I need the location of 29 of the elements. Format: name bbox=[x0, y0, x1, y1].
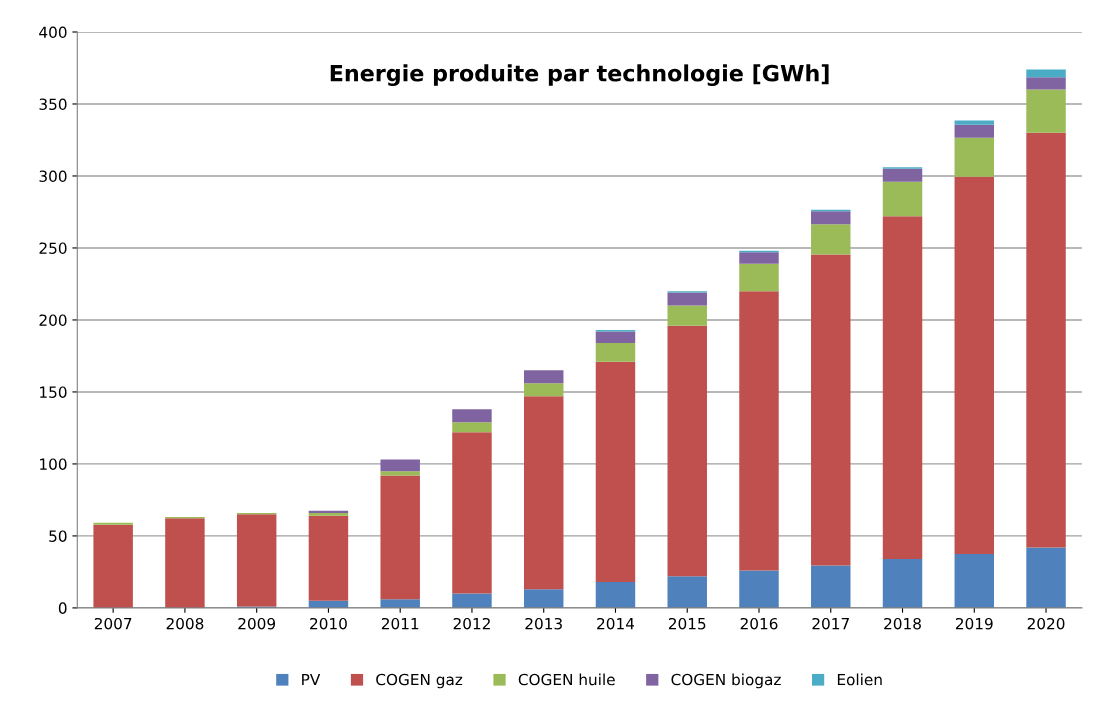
x-tick-label: 2018 bbox=[884, 617, 921, 630]
y-tick-label: 400 bbox=[39, 26, 67, 39]
x-tick-label: 2014 bbox=[597, 617, 635, 630]
legend-label: COGEN gaz bbox=[376, 673, 463, 689]
y-tick-label: 200 bbox=[39, 314, 67, 326]
x-tick-label: 2015 bbox=[668, 617, 706, 630]
legend-label: COGEN biogaz bbox=[671, 673, 781, 689]
legend-label: Eolien bbox=[837, 673, 882, 686]
text: Energie produite par technologie [GWh] bbox=[330, 64, 829, 87]
x-tick-label: 2009 bbox=[238, 617, 276, 630]
x-tick-label: 2011 bbox=[381, 617, 419, 630]
legend-label: COGEN huile bbox=[518, 673, 615, 686]
x-tick-label: 2019 bbox=[955, 617, 993, 630]
y-tick-label: 150 bbox=[40, 386, 67, 398]
y-tick-label: 100 bbox=[40, 458, 67, 470]
x-tick-label: 2012 bbox=[453, 617, 490, 630]
x-tick-label: 2010 bbox=[310, 617, 347, 630]
y-tick-label: 300 bbox=[39, 170, 67, 182]
legend-label: PV bbox=[302, 673, 321, 686]
y-tick-label: 350 bbox=[39, 98, 67, 111]
x-tick-label: 2013 bbox=[525, 617, 562, 630]
y-tick-label: 50 bbox=[49, 530, 67, 542]
y-tick-label: 250 bbox=[39, 242, 67, 254]
x-tick-label: 2020 bbox=[1027, 617, 1065, 630]
x-tick-label: 2017 bbox=[812, 617, 849, 630]
x-tick-label: 2007 bbox=[94, 617, 132, 630]
x-tick-label: 2016 bbox=[740, 617, 778, 630]
y-tick-label: 0 bbox=[58, 602, 67, 614]
x-tick-label: 2008 bbox=[166, 617, 204, 630]
